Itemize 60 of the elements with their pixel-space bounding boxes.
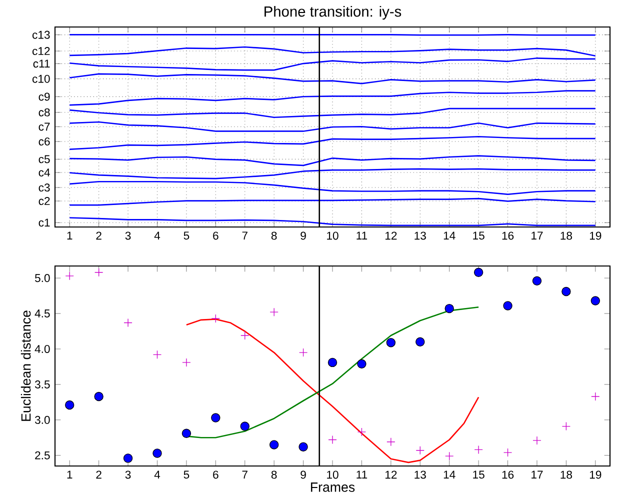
y-tick-label: 3.0 xyxy=(34,416,50,424)
chart-title: Phone transition: iy-s xyxy=(264,6,402,20)
x-tick-label: 2 xyxy=(96,232,102,240)
x-tick-label: 13 xyxy=(414,470,426,479)
x-tick-label: 16 xyxy=(502,470,514,479)
x-tick-label: 13 xyxy=(414,232,426,240)
x-tick-label: 17 xyxy=(532,470,543,479)
x-tick-label: 12 xyxy=(385,232,397,240)
y-tick-label: 4.5 xyxy=(34,310,50,318)
y-tick-label: 3.5 xyxy=(34,380,50,388)
series-label: c5 xyxy=(38,155,50,164)
x-tick-label: 1 xyxy=(67,470,72,479)
x-tick-label: 12 xyxy=(385,470,397,479)
x-axis-title: Frames xyxy=(310,482,355,492)
x-tick-label: 4 xyxy=(154,470,160,479)
x-tick-label: 9 xyxy=(300,470,306,479)
series-label: c1 xyxy=(38,218,50,227)
x-tick-label: 15 xyxy=(473,232,484,240)
x-tick-label: 6 xyxy=(213,470,218,479)
series-label: c12 xyxy=(32,47,50,56)
x-tick-label: 11 xyxy=(356,470,368,479)
series-label: c10 xyxy=(32,74,50,83)
series-label: c7 xyxy=(38,122,50,131)
series-label: c3 xyxy=(38,184,50,192)
x-tick-label: 18 xyxy=(560,470,572,479)
x-tick-label: 8 xyxy=(271,470,277,479)
x-tick-label: 2 xyxy=(96,470,102,479)
x-tick-label: 10 xyxy=(327,232,338,240)
x-tick-label: 9 xyxy=(300,232,306,240)
x-tick-label: 6 xyxy=(213,232,218,240)
y-axis-title: Euclidean distance xyxy=(20,310,31,421)
series-label: c8 xyxy=(38,108,50,116)
x-tick-label: 18 xyxy=(560,232,572,240)
x-tick-label: 4 xyxy=(154,232,160,240)
x-tick-label: 10 xyxy=(327,470,338,479)
x-tick-label: 7 xyxy=(242,232,248,240)
x-tick-label: 14 xyxy=(444,470,456,479)
x-tick-label: 3 xyxy=(125,470,131,479)
x-tick-label: 15 xyxy=(473,470,484,479)
series-label: c11 xyxy=(33,60,50,68)
x-tick-label: 16 xyxy=(502,232,514,240)
x-tick-label: 3 xyxy=(125,232,131,240)
x-tick-label: 11 xyxy=(356,232,368,240)
x-tick-label: 5 xyxy=(184,470,190,479)
series-label: c9 xyxy=(38,92,50,101)
x-tick-label: 5 xyxy=(184,232,190,240)
series-label: c6 xyxy=(38,138,50,146)
y-tick-label: 5.0 xyxy=(34,274,50,282)
x-tick-label: 19 xyxy=(590,232,602,240)
y-tick-label: 2.5 xyxy=(35,451,50,460)
x-tick-label: 14 xyxy=(444,232,456,240)
x-tick-label: 19 xyxy=(590,470,602,479)
y-tick-label: 4.0 xyxy=(34,344,50,353)
series-label: c4 xyxy=(38,168,50,176)
x-tick-label: 7 xyxy=(242,470,248,479)
series-label: c13 xyxy=(32,30,50,39)
x-tick-label: 8 xyxy=(271,232,277,240)
series-label: c2 xyxy=(38,197,50,206)
x-tick-label: 17 xyxy=(532,232,543,240)
x-tick-label: 1 xyxy=(67,232,72,240)
